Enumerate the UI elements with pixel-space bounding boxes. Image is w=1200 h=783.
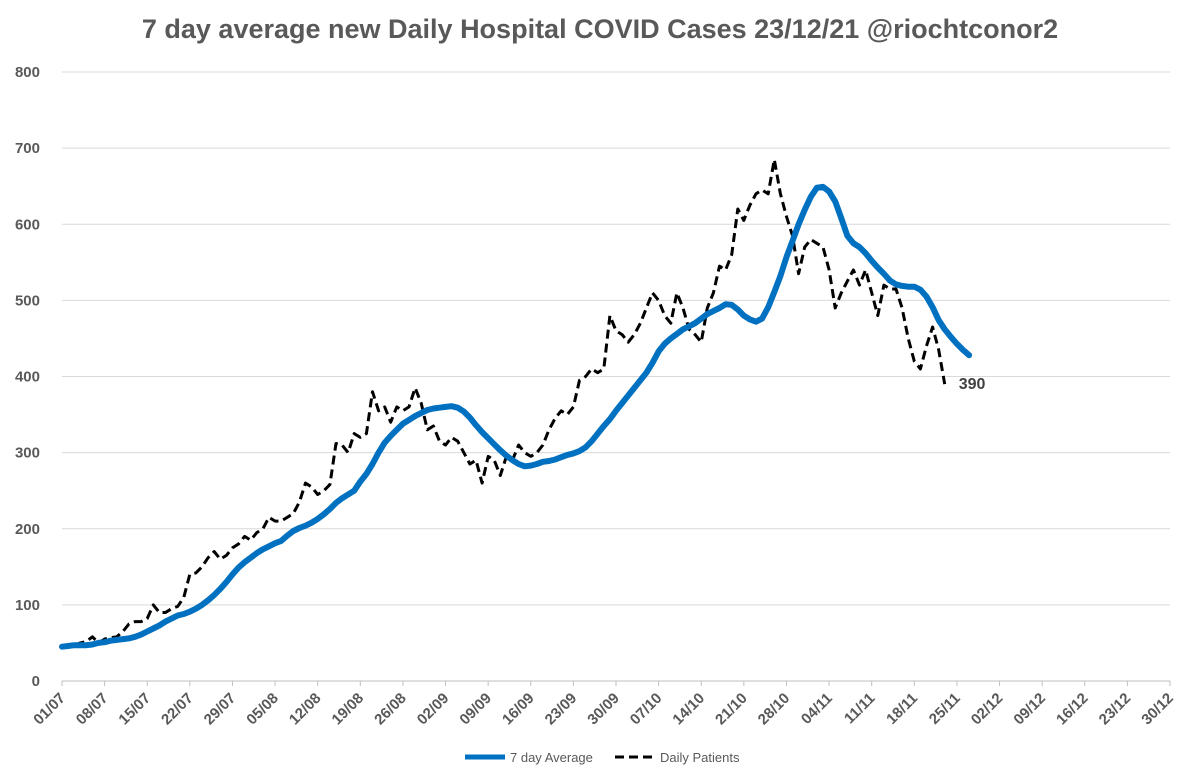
x-tick-label: 26/08 (371, 690, 410, 729)
x-tick-label: 14/10 (669, 690, 708, 729)
end-value-label: 390 (959, 376, 986, 393)
y-tick-label: 100 (15, 597, 40, 614)
y-tick-label: 200 (15, 521, 40, 538)
x-tick-label: 07/10 (627, 690, 666, 729)
y-tick-label: 300 (15, 445, 40, 462)
y-tick-label: 400 (15, 369, 40, 386)
x-tick-label: 12/08 (286, 690, 325, 729)
x-tick-label: 28/10 (755, 690, 794, 729)
y-tick-label: 600 (15, 216, 40, 233)
x-tick-label: 05/08 (243, 690, 282, 729)
series-7-day-average (59, 183, 973, 650)
x-tick-label: 02/12 (968, 690, 1007, 729)
x-tick-label: 30/09 (584, 690, 623, 729)
x-tick-label: 11/11 (841, 690, 878, 727)
gridlines (62, 71, 1170, 682)
x-tick-label: 01/07 (30, 690, 69, 729)
y-tick-label: 700 (15, 140, 40, 157)
legend-label-7-day-average: 7 day Average (510, 750, 593, 765)
x-tick-label: 09/09 (456, 690, 495, 729)
x-tick-label: 22/07 (158, 690, 197, 729)
legend-label-daily-patients: Daily Patients (660, 750, 740, 765)
chart-title: 7 day average new Daily Hospital COVID C… (141, 14, 1059, 44)
x-tick-label: 19/08 (329, 690, 368, 729)
x-tick-label: 15/07 (115, 690, 154, 729)
series-lines (59, 158, 973, 650)
y-tick-label: 500 (15, 292, 40, 309)
y-tick-label: 0 (32, 673, 40, 690)
x-tick-label: 09/12 (1010, 690, 1049, 729)
x-tick-label: 16/12 (1053, 690, 1092, 729)
x-tick-label: 29/07 (201, 690, 240, 729)
x-tick-label: 25/11 (926, 690, 964, 728)
legend: 7 day Average Daily Patients (465, 750, 740, 765)
y-axis-tick-labels: 0 100 200 300 400 500 600 700 800 (15, 64, 40, 690)
x-tick-label: 08/07 (73, 690, 112, 729)
series-daily-patients (62, 158, 947, 649)
x-tick-label: 04/11 (798, 690, 836, 728)
x-tick-label: 30/12 (1138, 690, 1177, 729)
x-tick-label: 21/10 (712, 690, 751, 729)
y-tick-label: 800 (15, 64, 40, 81)
x-tick-label: 23/12 (1096, 690, 1135, 729)
x-tick-label: 23/09 (542, 690, 581, 729)
x-tick-label: 16/09 (499, 690, 538, 729)
x-axis-tick-labels: 01/07 08/07 15/07 22/07 29/07 05/08 12/08 19/08… (30, 681, 1177, 728)
x-tick-label: 02/09 (414, 690, 453, 729)
x-tick-label: 18/11 (883, 690, 921, 728)
